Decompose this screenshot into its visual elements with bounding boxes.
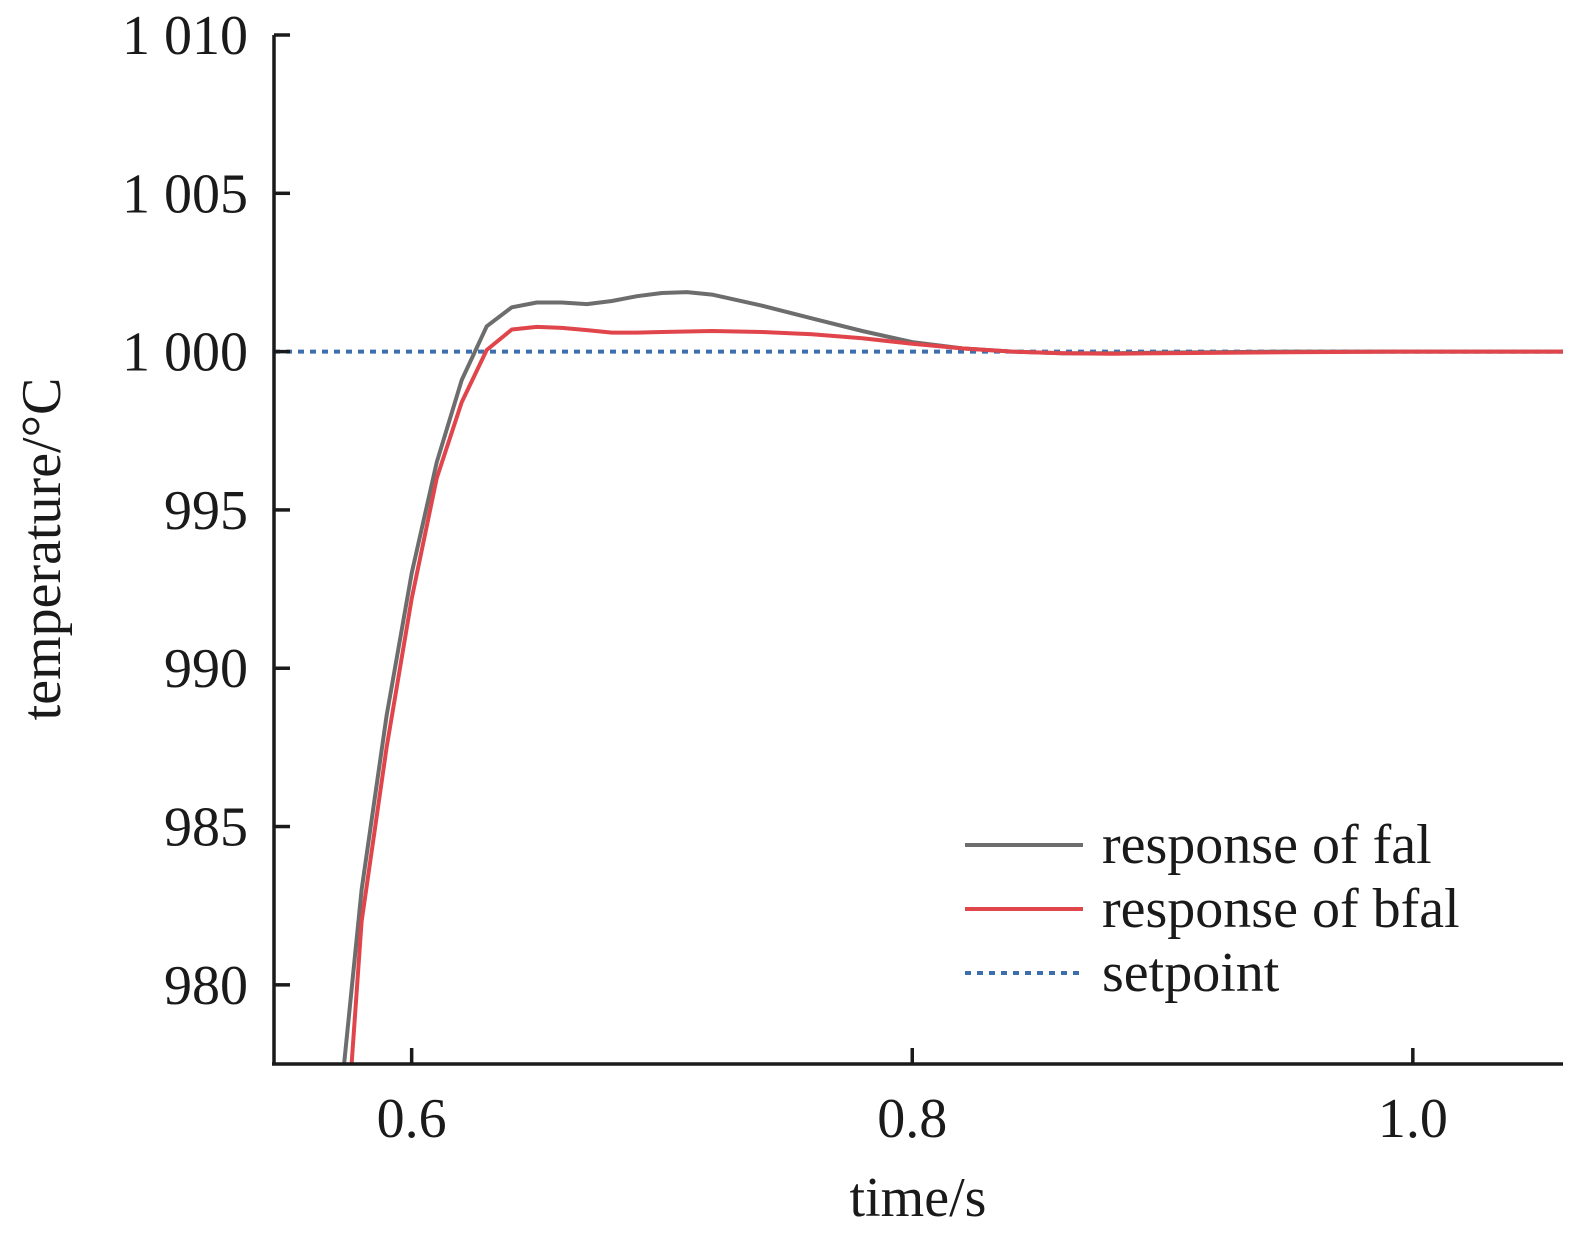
y-tick-label: 985 xyxy=(164,797,248,859)
y-tick-label: 980 xyxy=(164,955,248,1017)
y-tick-label: 990 xyxy=(164,638,248,700)
legend-label-response-of-bfal: response of bfal xyxy=(1102,878,1460,940)
legend-label-setpoint: setpoint xyxy=(1102,942,1280,1004)
series-line-response-of-bfal xyxy=(349,324,1563,1064)
x-tick-label: 0.6 xyxy=(377,1088,447,1150)
y-axis-label: temperature/°C xyxy=(11,378,73,721)
y-ticks: 1 010 1 005 1 000 995 990 985 980 xyxy=(122,5,290,1017)
plot-lines xyxy=(274,290,1563,1064)
axes xyxy=(272,35,1563,1066)
x-tick-label: 0.8 xyxy=(877,1088,947,1150)
y-tick-label: 1 000 xyxy=(122,322,248,384)
x-axis-label: time/s xyxy=(850,1167,987,1229)
x-tick-label: 1.0 xyxy=(1378,1088,1448,1150)
series-line-response-of-fal xyxy=(342,290,1563,1064)
x-ticks: 0.6 0.8 1.0 xyxy=(377,1048,1448,1150)
y-tick-label: 995 xyxy=(164,480,248,542)
y-tick-label: 1 010 xyxy=(122,5,248,67)
y-tick-label: 1 005 xyxy=(122,163,248,225)
legend-label-response-of-fal: response of fal xyxy=(1102,814,1432,876)
